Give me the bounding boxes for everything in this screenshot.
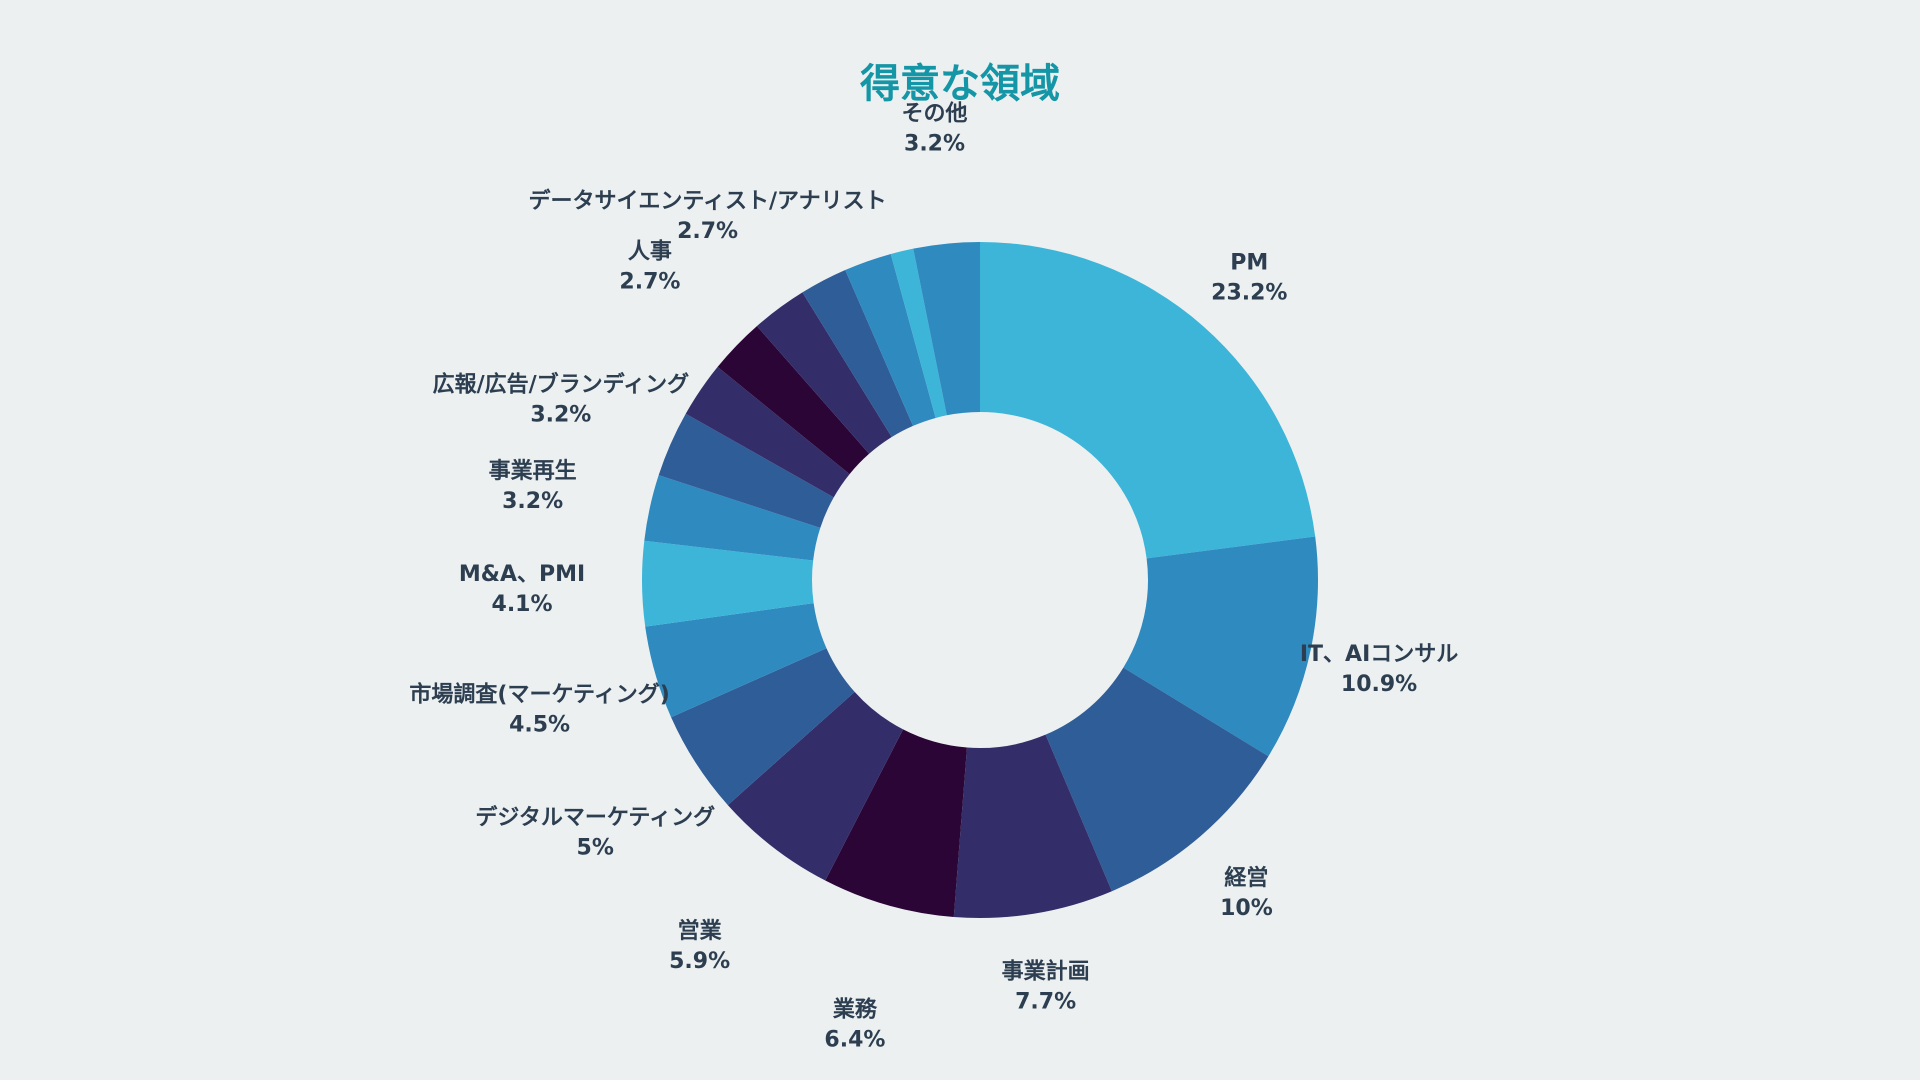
- donut-slice[interactable]: [825, 729, 967, 917]
- slice-label: デジタルマーケティング: [475, 804, 715, 830]
- slice-label: 営業: [678, 918, 723, 944]
- slice-label: 経営: [1224, 865, 1268, 891]
- donut-slice[interactable]: [802, 270, 914, 438]
- donut-slice[interactable]: [890, 248, 947, 418]
- donut-slice[interactable]: [727, 691, 904, 881]
- slice-value-label: 3.2%: [502, 489, 563, 514]
- donut-slice[interactable]: [953, 734, 1112, 918]
- slice-value-label: 2.7%: [619, 269, 680, 294]
- donut-slice[interactable]: [685, 366, 850, 498]
- slice-value-label: 5.9%: [669, 949, 730, 974]
- slice-label: PM: [1230, 251, 1268, 276]
- slice-value-label: 10%: [1220, 896, 1273, 921]
- slice-value-label: 23.2%: [1211, 281, 1287, 306]
- slice-label: その他: [902, 101, 968, 126]
- donut-slice[interactable]: [913, 242, 980, 416]
- donut-slice[interactable]: [671, 648, 855, 806]
- slice-value-label: 7.7%: [1015, 990, 1076, 1015]
- donut-slice[interactable]: [645, 603, 827, 718]
- slice-value-label: 10.9%: [1341, 672, 1417, 697]
- slice-label: データサイエンティスト/アナリスト: [529, 188, 887, 214]
- slice-value-label: 2.7%: [677, 219, 738, 244]
- donut-slice[interactable]: [1045, 667, 1269, 892]
- slice-label: 事業計画: [1002, 959, 1090, 985]
- slice-label: IT、AIコンサル: [1300, 642, 1458, 667]
- labels-layer: PM 23.2% IT、AIコンサル 10.9% 経営 10% 事業計画 7.7% 業務 6.4%…: [409, 101, 1458, 1052]
- slice-value-label: 3.2%: [530, 402, 591, 427]
- slice-value-label: 4.1%: [492, 592, 553, 617]
- slice-value-label: 3.2%: [904, 131, 965, 156]
- slice-label: M&A、PMI: [459, 562, 585, 587]
- donut-slice[interactable]: [756, 292, 892, 454]
- slice-value-label: 5%: [577, 835, 614, 860]
- slices-layer: [642, 242, 1318, 918]
- donut-slice[interactable]: [1123, 536, 1318, 757]
- chart-title: 得意な領域: [860, 61, 1060, 107]
- donut-slice[interactable]: [644, 475, 821, 561]
- donut-slice[interactable]: [717, 326, 870, 475]
- slice-label: 市場調査(マーケティング): [409, 682, 669, 708]
- slice-value-label: 6.4%: [824, 1028, 885, 1053]
- slice-label: 事業再生: [489, 458, 577, 484]
- slice-label: 広報/広告/ブランディング: [433, 371, 690, 397]
- donut-slice[interactable]: [980, 242, 1316, 559]
- donut-slice[interactable]: [642, 540, 814, 627]
- donut-slice[interactable]: [658, 413, 834, 528]
- slice-value-label: 4.5%: [509, 713, 570, 738]
- slice-label: 人事: [628, 238, 672, 264]
- slice-label: 業務: [833, 997, 878, 1023]
- donut-slice[interactable]: [845, 253, 936, 426]
